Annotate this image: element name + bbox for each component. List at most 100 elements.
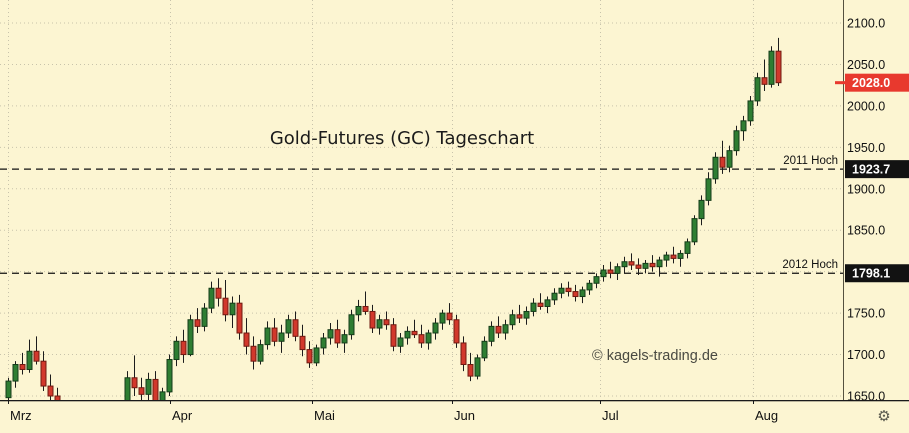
candle-body <box>754 77 761 102</box>
candle-body <box>47 385 54 397</box>
candle-body <box>19 364 26 370</box>
candle-body <box>474 357 481 377</box>
candle-body <box>628 261 635 266</box>
candle-body <box>544 299 551 307</box>
candle-body <box>159 391 166 400</box>
watermark: © kagels-trading.de <box>592 348 718 364</box>
candle-body <box>404 330 411 339</box>
candle-body <box>502 324 509 334</box>
candle-body <box>131 377 138 389</box>
candle-body <box>432 322 439 334</box>
candle-body <box>229 302 236 316</box>
candles-layer[interactable] <box>5 37 782 433</box>
candle-body <box>614 266 621 274</box>
candle-body <box>656 259 663 268</box>
candle-body <box>299 335 306 351</box>
month-label: Aug <box>755 408 778 423</box>
candle-body <box>684 241 691 254</box>
candle-body <box>397 337 404 347</box>
candle-body <box>33 350 40 362</box>
candle-body <box>775 50 782 84</box>
candle-body <box>145 378 152 395</box>
candle-body <box>460 342 467 366</box>
candle-body <box>180 340 187 356</box>
candle-body <box>411 330 418 336</box>
candle-body <box>215 287 222 299</box>
candle-body <box>586 282 593 291</box>
candle-body <box>362 305 369 312</box>
candle-body <box>726 150 733 168</box>
candle-body <box>173 340 180 361</box>
reference-price-badge <box>845 264 909 283</box>
candle-body <box>54 395 61 400</box>
time-axis[interactable]: Mrz Apr Mai Jun Jul Aug <box>8 400 779 423</box>
price-tick-label: 1900.0 <box>847 182 885 196</box>
candle-body <box>418 334 425 344</box>
price-tick-label: 1650.0 <box>847 390 885 404</box>
candle-body <box>740 120 747 132</box>
candle-body <box>607 269 614 274</box>
candle-body <box>250 345 257 362</box>
candle-body <box>341 334 348 344</box>
reference-line-label: 2011 Hoch <box>783 155 838 167</box>
candle-body <box>152 378 159 400</box>
price-tick-label: 2100.0 <box>847 17 885 31</box>
candle-body <box>712 156 719 180</box>
candle-body <box>565 287 572 293</box>
month-label: Mrz <box>10 408 32 423</box>
candle-body <box>621 261 628 268</box>
candle-body <box>425 332 432 344</box>
candle-body <box>320 337 327 349</box>
candle-body <box>278 332 285 342</box>
candle-body <box>376 319 383 329</box>
candle-body <box>530 302 537 312</box>
candle-body <box>761 77 768 85</box>
candle-body <box>243 332 250 347</box>
candle-body <box>292 319 299 337</box>
candle-body <box>572 291 579 298</box>
candle-body <box>201 307 208 327</box>
candle-body <box>677 252 684 259</box>
candle-body <box>516 314 523 319</box>
candle-body <box>642 262 649 269</box>
candle-body <box>12 364 19 382</box>
candle-body <box>306 349 313 364</box>
settings-gear-icon[interactable]: ⚙ <box>877 408 890 425</box>
candle-body <box>313 347 320 364</box>
candle-body <box>446 312 453 321</box>
last-price-badge <box>845 73 909 92</box>
candle-body <box>264 327 271 346</box>
candle-body <box>558 287 565 294</box>
candle-body <box>747 100 754 122</box>
candle-body <box>138 387 145 395</box>
candle-body <box>390 324 397 347</box>
candle-body <box>236 302 243 334</box>
candle-body <box>124 377 131 400</box>
candle-body <box>383 319 390 326</box>
candle-body <box>537 302 544 307</box>
month-label: Mai <box>314 408 335 423</box>
grid-layer <box>0 0 843 400</box>
candle-body <box>509 314 516 326</box>
candle-body <box>187 319 194 356</box>
candle-body <box>467 364 474 377</box>
candle-body <box>40 360 47 387</box>
candle-body <box>495 325 502 334</box>
candle-body <box>166 359 173 393</box>
month-label: Jul <box>602 408 619 423</box>
candle-body <box>5 380 12 399</box>
candle-body <box>523 310 530 319</box>
candle-body <box>26 350 33 370</box>
candle-body <box>348 314 355 336</box>
candle-body <box>285 319 292 334</box>
candle-body <box>663 254 670 261</box>
svg-text:1923.7: 1923.7 <box>852 163 890 177</box>
candle-body <box>453 319 460 344</box>
candle-body <box>600 269 607 278</box>
candle-body <box>208 287 215 309</box>
price-tick-label: 1850.0 <box>847 224 885 238</box>
candle-body <box>488 325 495 342</box>
candle-body <box>481 340 488 359</box>
month-label: Jun <box>454 408 475 423</box>
